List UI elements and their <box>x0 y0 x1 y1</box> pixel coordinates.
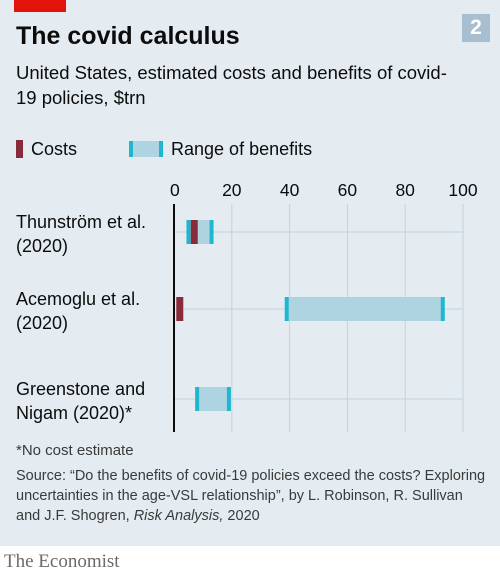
legend-costs-swatch <box>16 140 23 158</box>
benefit-range-bar <box>286 297 443 321</box>
legend-costs-label: Costs <box>31 138 78 159</box>
cost-bar <box>190 220 198 244</box>
bar-chart: 0 20 40 60 80 100 Thunström et al. (2020) Acemog… <box>16 180 478 432</box>
x-tick-label: 100 <box>448 180 477 200</box>
study-label: Greenstone and <box>16 379 145 399</box>
benefit-min-marker <box>284 297 289 321</box>
legend-range-swatch <box>129 141 164 157</box>
cost-bar <box>176 297 184 321</box>
legend-range-label: Range of benefits <box>171 138 313 159</box>
source-year: 2020 <box>223 508 260 524</box>
benefit-max-marker <box>440 297 445 321</box>
chart-card: 2 The covid calculus United States, esti… <box>0 0 500 546</box>
chart-title: The covid calculus <box>16 22 240 50</box>
study-label: Acemoglu et al. <box>16 289 140 309</box>
benefit-max-marker <box>226 387 231 411</box>
study-label: (2020) <box>16 236 68 256</box>
chart-number-badge: 2 <box>462 14 490 42</box>
source-text: Source: “Do the benefits of covid-19 pol… <box>16 468 486 524</box>
study-label: (2020) <box>16 313 68 333</box>
publisher-name: The Economist <box>4 551 120 572</box>
benefit-max-marker <box>209 220 214 244</box>
source-journal: Risk Analysis, <box>133 508 224 524</box>
x-tick-label: 80 <box>395 180 415 200</box>
chart-subtitle: United States, estimated costs and benef… <box>16 62 447 108</box>
benefit-min-marker <box>195 387 200 411</box>
x-tick-label: 0 <box>170 180 180 200</box>
x-tick-label: 40 <box>280 180 300 200</box>
study-label: Thunström et al. <box>16 212 146 232</box>
brand-red-tag <box>14 0 66 12</box>
x-tick-label: 60 <box>338 180 358 200</box>
benefit-min-marker <box>186 220 191 244</box>
x-tick-label: 20 <box>222 180 242 200</box>
legend: Costs Range of benefits <box>16 136 312 162</box>
benefit-range-bar <box>197 387 229 411</box>
footnote: *No cost estimate <box>16 442 134 459</box>
study-label: Nigam (2020)* <box>16 403 132 423</box>
source-note: Source: “Do the benefits of covid-19 pol… <box>16 466 491 526</box>
